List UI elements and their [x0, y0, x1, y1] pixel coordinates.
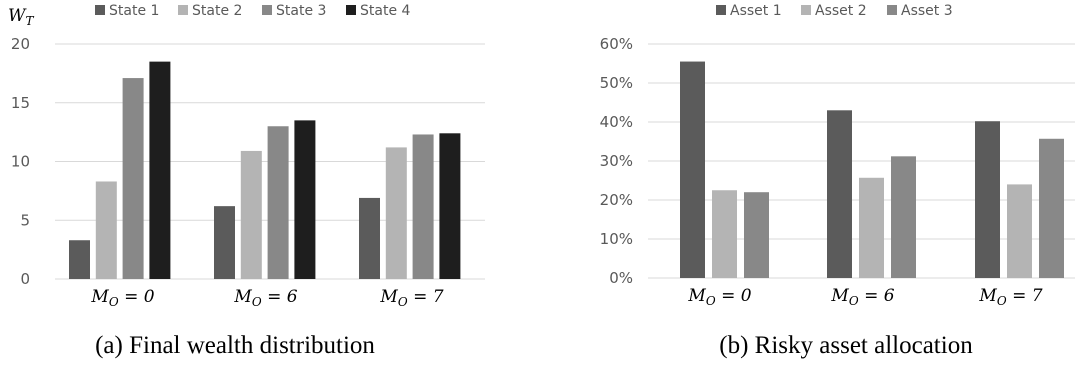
y-tick-label: 0% — [609, 269, 633, 287]
legend-swatch — [262, 5, 272, 15]
y-tick-label: 50% — [600, 74, 633, 92]
chart-caption: (b) Risky asset allocation — [719, 332, 973, 359]
bar-asset-3 — [744, 192, 769, 278]
legend-label: State 1 — [109, 3, 159, 19]
y-tick-label: 5 — [20, 211, 30, 229]
bar-asset-3 — [1039, 138, 1064, 278]
legend-label: Asset 3 — [901, 3, 953, 19]
legend-swatch — [178, 5, 188, 15]
y-tick-label: 0 — [20, 270, 30, 288]
bar-state-3 — [122, 78, 144, 279]
legend-label: Asset 2 — [815, 3, 867, 19]
x-category-label: MO = 7 — [379, 287, 443, 309]
legend-label: State 2 — [192, 3, 242, 19]
bar-asset-2 — [859, 177, 884, 278]
bar-asset-1 — [827, 110, 852, 278]
x-category-label: MO = 0 — [687, 286, 751, 308]
bar-asset-3 — [891, 156, 916, 278]
y-tick-label: 10% — [600, 230, 633, 248]
bar-state-2 — [95, 181, 117, 279]
bar-state-4 — [294, 120, 316, 279]
legend-swatch — [346, 5, 356, 15]
legend-label: State 3 — [276, 3, 326, 19]
chart-final-wealth: 0 5 10 15 20 MO = 0 MO = 6 MO = 7 State 1 State 2… — [8, 3, 485, 359]
bar-state-2 — [240, 150, 262, 279]
bar-state-3 — [267, 126, 289, 279]
bar-asset-1 — [680, 61, 705, 278]
chart-caption: (a) Final wealth distribution — [95, 332, 375, 359]
x-category-label: MO = 6 — [233, 287, 297, 309]
y-axis-label: WT — [8, 6, 34, 28]
bar-state-1 — [214, 206, 235, 279]
y-tick-label: 15 — [11, 94, 30, 112]
y-tick-label: 60% — [600, 35, 633, 53]
legend-swatch — [801, 5, 811, 15]
legend-swatch — [716, 5, 726, 15]
bar-state-4 — [149, 61, 171, 279]
bar-state-1 — [69, 240, 90, 279]
y-tick-label: 10 — [11, 153, 30, 171]
y-tick-label: 40% — [600, 113, 633, 131]
legend-label: State 4 — [360, 3, 411, 19]
x-category-label: MO = 7 — [978, 286, 1042, 308]
x-category-label: MO = 6 — [830, 286, 894, 308]
x-category-label: MO = 0 — [90, 287, 154, 309]
bar-asset-2 — [712, 190, 737, 278]
bar-state-2 — [385, 147, 407, 279]
bar-state-4 — [439, 133, 461, 279]
chart-risky-asset-allocation: 0% 10% 20% 30% 40% 50% 60% MO = 0 MO = 6 MO = 7 As… — [600, 3, 1075, 359]
bar-state-1 — [359, 197, 380, 279]
legend-swatch — [95, 5, 105, 15]
bar-state-3 — [412, 134, 434, 279]
y-tick-label: 20% — [600, 191, 633, 209]
y-tick-label: 30% — [600, 152, 633, 170]
y-tick-label: 20 — [11, 35, 30, 53]
bar-asset-1 — [975, 121, 1000, 278]
legend-swatch — [887, 5, 897, 15]
bar-asset-2 — [1007, 184, 1032, 278]
legend-label: Asset 1 — [730, 3, 782, 19]
